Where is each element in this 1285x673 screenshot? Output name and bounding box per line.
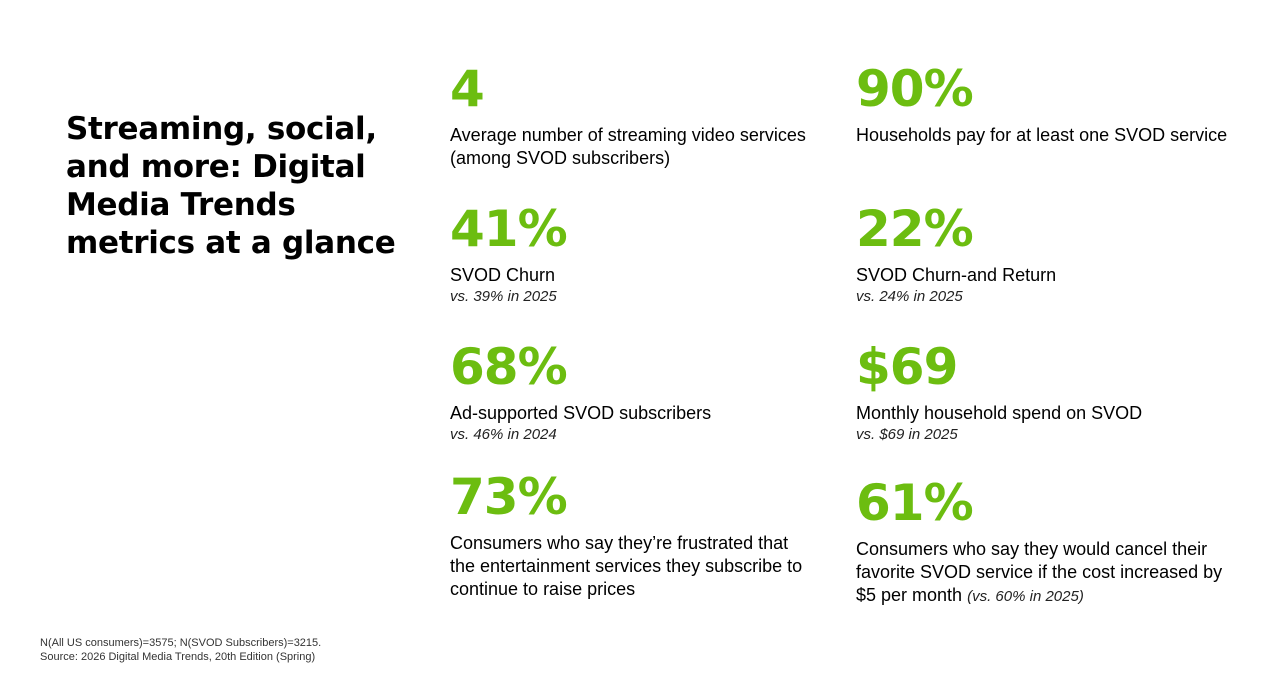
metric-value: 68% bbox=[450, 338, 568, 396]
metric-label: Consumers who say they would cancel thei… bbox=[856, 538, 1236, 608]
metric-label: Monthly household spend on SVOD bbox=[856, 403, 1143, 423]
metric-label: Ad-supported SVOD subscribers bbox=[450, 403, 712, 423]
metric-avg-services: 4 Average number of streaming video serv… bbox=[450, 62, 825, 170]
metric-would-cancel: 61% Consumers who say they would cancel … bbox=[856, 476, 1236, 608]
metric-label: Consumers who say they’re frustrated tha… bbox=[450, 533, 803, 599]
metric-value: 22% bbox=[856, 200, 974, 258]
metric-value: 41% bbox=[450, 200, 568, 258]
sample-size-note: N(All US consumers)=3575; N(SVOD Subscri… bbox=[40, 637, 322, 649]
metric-value: 4 bbox=[450, 60, 485, 118]
source-note: Source: 2026 Digital Media Trends, 20th … bbox=[40, 651, 316, 663]
metric-label: Households pay for at least one SVOD ser… bbox=[856, 125, 1228, 145]
metric-ad-supported: 68% Ad-supported SVOD subscribers vs. 46… bbox=[450, 340, 825, 444]
footnote: N(All US consumers)=3575; N(SVOD Subscri… bbox=[40, 636, 321, 664]
metric-comparison: vs. 46% in 2024 bbox=[450, 426, 557, 443]
metric-comparison: vs. 24% in 2025 bbox=[856, 288, 963, 305]
metric-comparison: vs. $69 in 2025 bbox=[856, 426, 958, 443]
metric-households-svod: 90% Households pay for at least one SVOD… bbox=[856, 62, 1231, 147]
metric-churn-and-return: 22% SVOD Churn-and Return vs. 24% in 202… bbox=[856, 202, 1231, 306]
metric-monthly-spend: $69 Monthly household spend on SVOD vs. … bbox=[856, 340, 1231, 444]
metric-label: Average number of streaming video servic… bbox=[450, 125, 806, 168]
metric-frustrated-prices: 73% Consumers who say they’re frustrated… bbox=[450, 470, 815, 601]
metric-label-text: Consumers who say they would cancel thei… bbox=[856, 539, 1223, 605]
metric-value: 61% bbox=[856, 474, 974, 532]
page-title: Streaming, social, and more: Digital Med… bbox=[66, 111, 396, 261]
metric-comparison: (vs. 60% in 2025) bbox=[967, 588, 1084, 605]
metric-label: SVOD Churn bbox=[450, 265, 556, 285]
metric-svod-churn: 41% SVOD Churn vs. 39% in 2025 bbox=[450, 202, 825, 306]
metric-value: 73% bbox=[450, 468, 568, 526]
metric-label: SVOD Churn-and Return bbox=[856, 265, 1057, 285]
metric-value: $69 bbox=[856, 338, 958, 396]
metric-value: 90% bbox=[856, 60, 974, 118]
metric-comparison: vs. 39% in 2025 bbox=[450, 288, 557, 305]
